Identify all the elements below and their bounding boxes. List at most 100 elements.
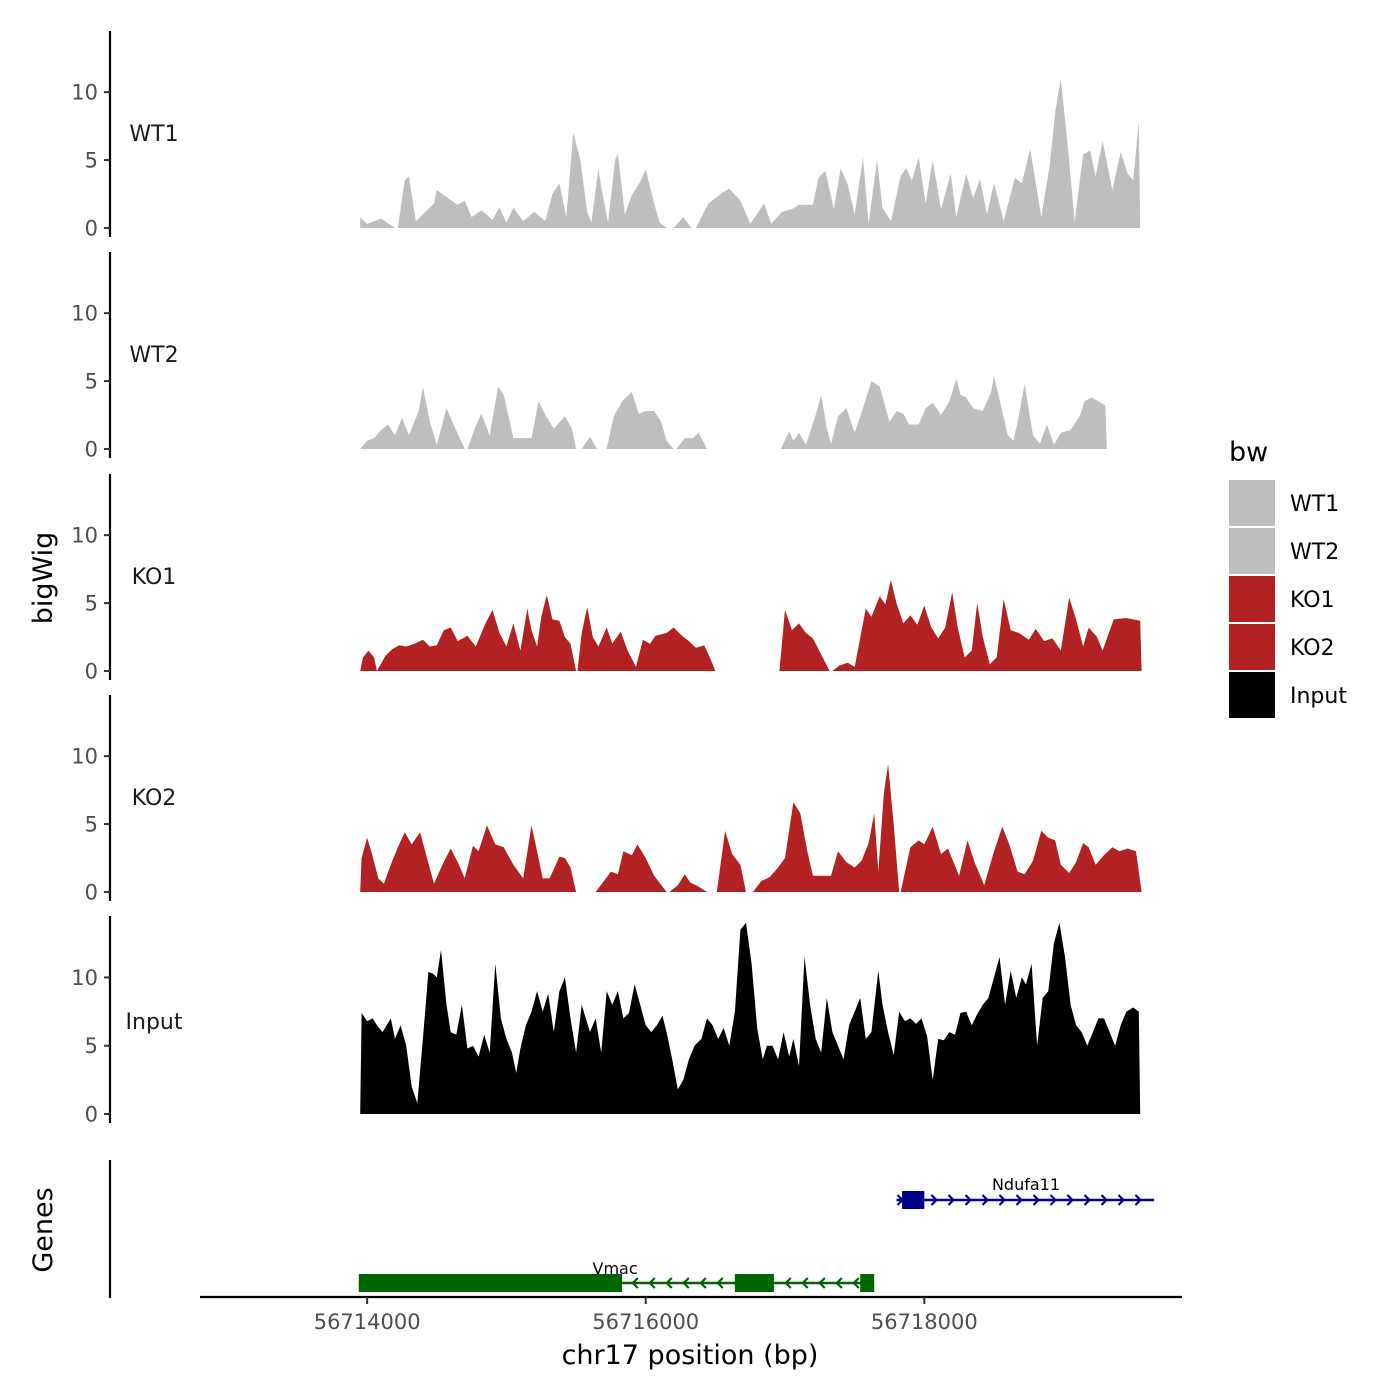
strand-arrow <box>964 1194 973 1206</box>
x-axis-title: chr17 position (bp) <box>562 1340 819 1371</box>
strand-arrow <box>835 1277 843 1289</box>
y-tick-label-wt1-5: 5 <box>85 149 98 173</box>
area-ko1-segment-1 <box>360 594 577 671</box>
strand-arrow <box>818 1277 826 1289</box>
legend-label-ko1: KO1 <box>1290 588 1335 613</box>
area-ko1-segment-3 <box>779 609 830 671</box>
x-axis: 56714000 56716000 56718000 <box>200 1295 1182 1334</box>
area-ko2-segment-4 <box>716 830 746 892</box>
track-input: 0 5 10 Input <box>71 916 1141 1127</box>
area-ko2-segment-5 <box>753 764 900 892</box>
track-wt1: 0 5 10 WT1 <box>71 31 1141 241</box>
legend-title: bw <box>1229 437 1268 468</box>
y-tick-label-input-0: 0 <box>85 1103 98 1127</box>
y-tick-label-ko1-5: 5 <box>85 592 98 616</box>
strand-arrow <box>998 1194 1007 1206</box>
track-ko1: 0 5 10 KO1 <box>71 474 1142 684</box>
y-axis-title: bigWig <box>28 532 59 625</box>
y-tick-label-wt2-5: 5 <box>85 370 98 394</box>
legend-key-wt1 <box>1229 480 1275 526</box>
y-tick-label-ko2-0: 0 <box>85 881 98 905</box>
strand-arrow <box>1100 1194 1109 1206</box>
strand-arrow <box>981 1194 990 1206</box>
y-tick-label-input-5: 5 <box>85 1034 98 1058</box>
strand-arrow <box>947 1194 956 1206</box>
strand-arrow <box>1049 1194 1058 1206</box>
y-tick-label-wt2-10: 10 <box>71 302 98 326</box>
tracks-layer: 0 5 10 WT1 0 5 10 WT2 0 5 10 KO1 0 5 10 KO2 0 5 10 Input <box>71 31 1142 1127</box>
track-wt2: 0 5 10 WT2 <box>71 252 1107 462</box>
strand-arrow <box>631 1277 639 1289</box>
strand-arrow <box>665 1277 673 1289</box>
y-tick-label-wt1-10: 10 <box>71 81 98 105</box>
strand-arrow <box>1117 1194 1126 1206</box>
strand-arrow <box>852 1277 860 1289</box>
area-ko1-segment-2 <box>577 607 716 671</box>
x-tick-label-56714000: 56714000 <box>314 1310 421 1334</box>
gene-label-vmac: Vmac <box>593 1259 638 1278</box>
x-tick-label-56718000: 56718000 <box>871 1310 978 1334</box>
strand-arrow <box>682 1277 690 1289</box>
strand-arrow <box>648 1277 656 1289</box>
y-tick-label-ko2-10: 10 <box>71 745 98 769</box>
strand-arrow <box>801 1277 809 1289</box>
strand-arrow <box>699 1277 707 1289</box>
y-tick-label-input-10: 10 <box>71 966 98 990</box>
area-wt2-segment-4 <box>606 391 674 449</box>
genes-axis-title: Genes <box>28 1187 59 1272</box>
area-wt2-segment-5 <box>676 432 707 449</box>
area-wt1-segment-4 <box>695 78 1141 228</box>
legend-key-ko1 <box>1229 576 1275 622</box>
strand-arrow <box>784 1277 792 1289</box>
legend-key-ko2 <box>1229 624 1275 670</box>
gene-label-ndufa11: Ndufa11 <box>992 1175 1060 1194</box>
area-wt2-segment-2 <box>467 386 577 449</box>
track-label-wt1: WT1 <box>129 122 178 147</box>
area-input-segment-1 <box>360 922 1141 1114</box>
legend-key-input <box>1229 672 1275 718</box>
y-tick-label-ko1-0: 0 <box>85 660 98 684</box>
area-wt1-segment-1 <box>360 217 395 228</box>
exon-vmac-3 <box>860 1274 875 1292</box>
strand-arrow <box>1066 1194 1075 1206</box>
area-wt2-segment-1 <box>360 386 465 449</box>
legend: bw WT1 WT2 KO1 KO2 Input <box>1229 437 1347 718</box>
exon-vmac-2 <box>734 1274 774 1292</box>
area-ko1-segment-4 <box>832 580 1142 671</box>
area-wt1-segment-3 <box>673 217 692 228</box>
area-wt2-segment-3 <box>581 436 597 449</box>
y-tick-label-ko1-10: 10 <box>71 524 98 548</box>
strand-arrow <box>1134 1194 1143 1206</box>
area-ko2-segment-3 <box>669 874 707 892</box>
legend-label-wt1: WT1 <box>1290 492 1339 517</box>
strand-arrow <box>1083 1194 1092 1206</box>
exon-ndufa11-1 <box>902 1191 925 1209</box>
strand-arrow <box>1015 1194 1024 1206</box>
strand-arrow <box>1032 1194 1041 1206</box>
legend-label-ko2: KO2 <box>1290 636 1335 661</box>
track-label-ko2: KO2 <box>132 786 177 811</box>
y-tick-label-wt1-0: 0 <box>85 217 98 241</box>
y-tick-label-ko2-5: 5 <box>85 813 98 837</box>
area-wt1-segment-2 <box>397 132 667 228</box>
track-label-ko1: KO1 <box>132 565 177 590</box>
genes-layer: Ndufa11 Vmac <box>108 1160 1155 1298</box>
area-ko2-segment-6 <box>900 826 1142 892</box>
y-tick-label-wt2-0: 0 <box>85 438 98 462</box>
track-ko2: 0 5 10 KO2 <box>71 695 1142 905</box>
track-label-input: Input <box>126 1010 183 1035</box>
strand-arrow <box>930 1194 939 1206</box>
gene-vmac: Vmac <box>358 1259 875 1292</box>
legend-key-wt2 <box>1229 528 1275 574</box>
exon-vmac-1 <box>358 1274 623 1292</box>
legend-label-wt2: WT2 <box>1290 540 1339 565</box>
area-wt2-segment-6 <box>780 375 1107 449</box>
area-ko2-segment-1 <box>360 825 577 892</box>
gene-ndufa11: Ndufa11 <box>896 1175 1155 1209</box>
area-ko2-segment-2 <box>595 844 667 892</box>
strand-arrow <box>716 1277 724 1289</box>
track-label-wt2: WT2 <box>129 343 178 368</box>
legend-label-input: Input <box>1290 684 1347 709</box>
